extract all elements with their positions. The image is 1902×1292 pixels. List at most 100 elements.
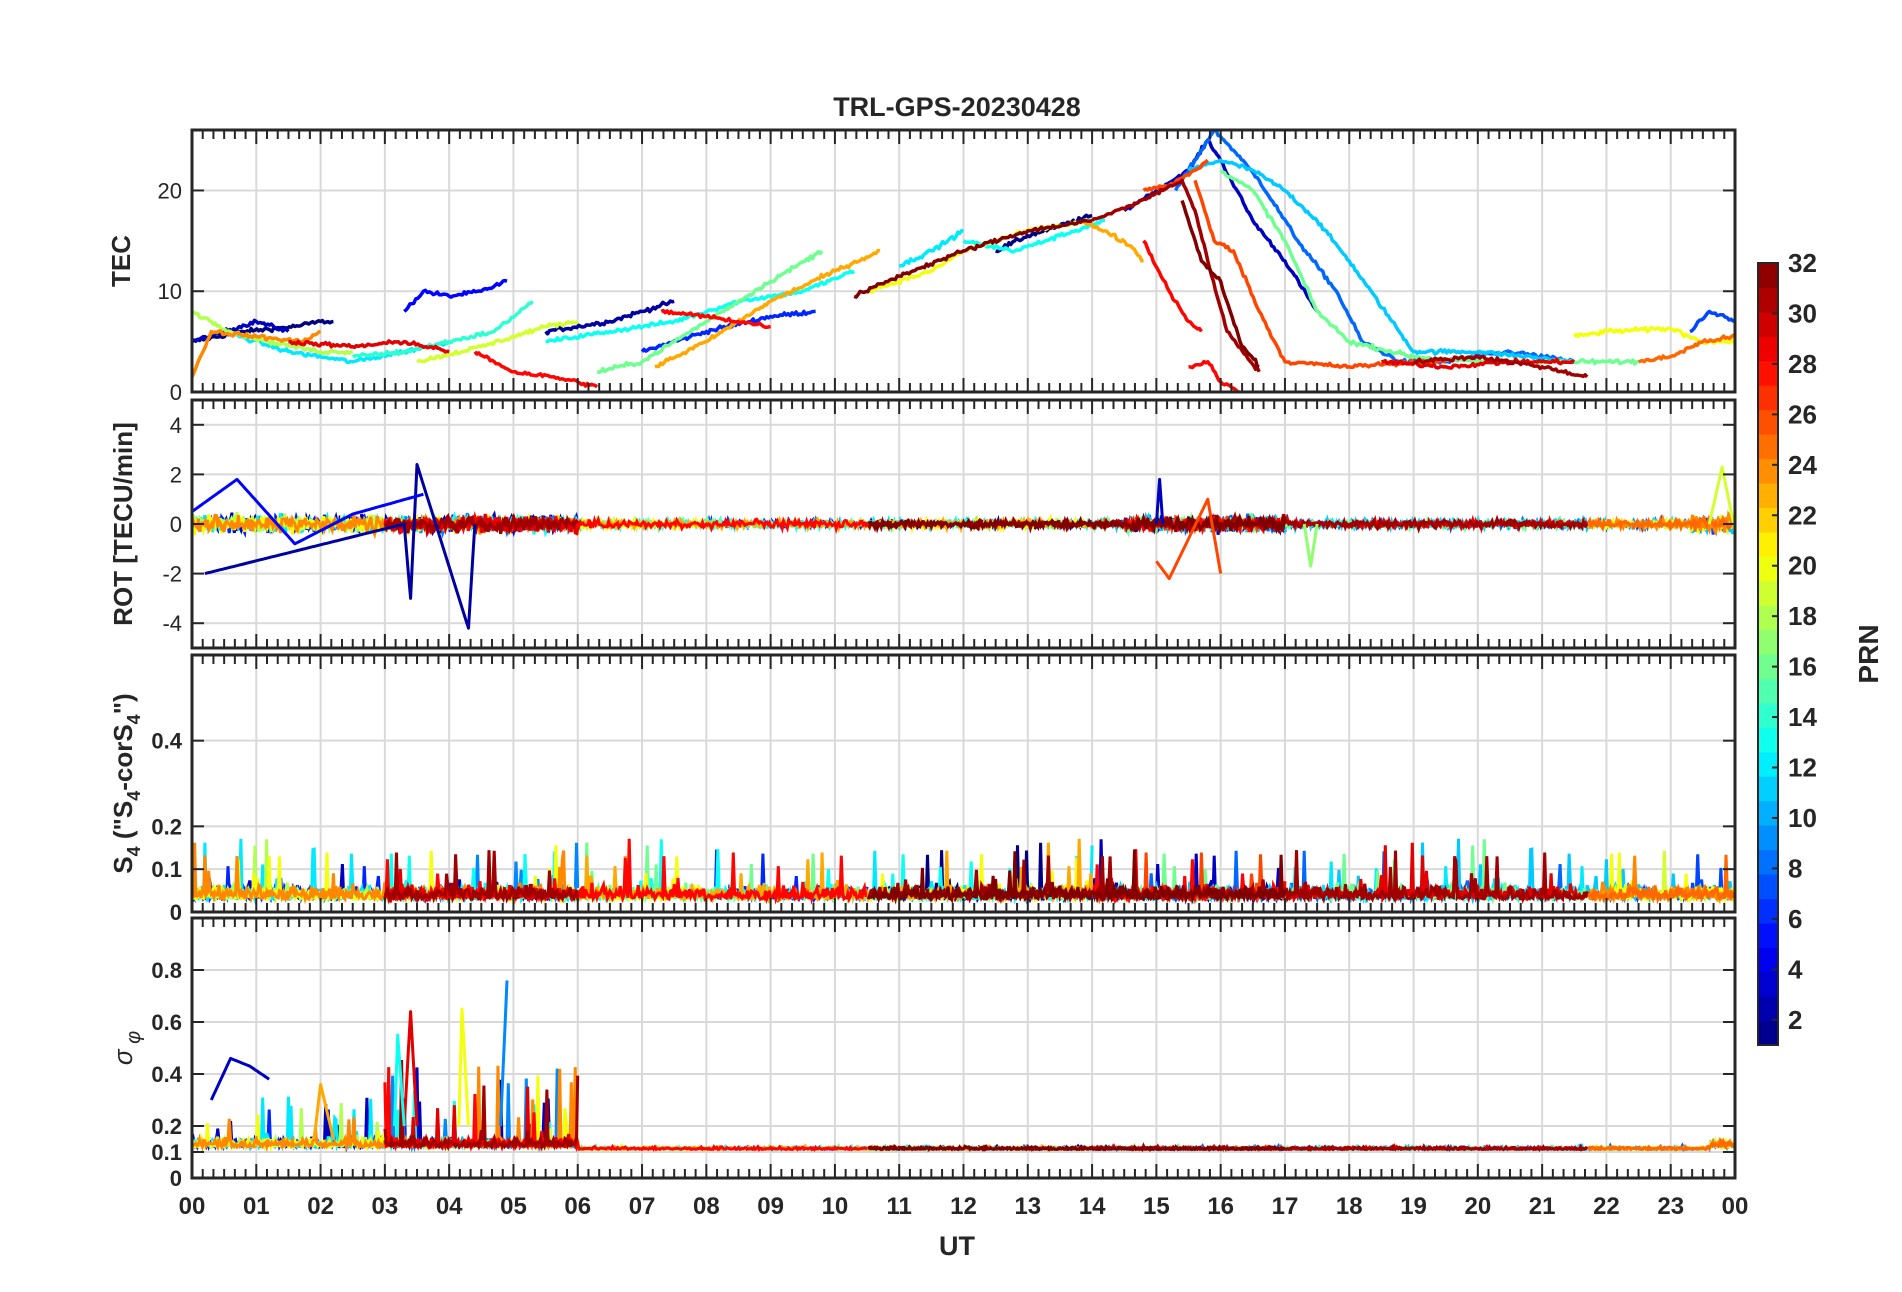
x-tick-label: 23 bbox=[1657, 1193, 1684, 1220]
y-tick-label: 10 bbox=[158, 279, 182, 304]
series-prn-23-line bbox=[312, 1082, 335, 1140]
series-prn-3-line bbox=[209, 1056, 270, 1101]
x-tick-label: 12 bbox=[950, 1193, 977, 1220]
series-prn-13-line bbox=[545, 269, 856, 344]
colorbar-segment bbox=[1758, 800, 1778, 826]
y-tick-label: 0 bbox=[170, 900, 182, 925]
panel-ROT-data bbox=[192, 463, 1735, 630]
colorbar-segment bbox=[1758, 922, 1778, 948]
chart-title: TRL-GPS-20230428 bbox=[833, 92, 1081, 122]
colorbar-segment bbox=[1758, 996, 1778, 1022]
series-prn-25-trace bbox=[1587, 1137, 1735, 1152]
series-prn-5-line bbox=[403, 278, 508, 313]
colorbar-tick-label: 6 bbox=[1788, 904, 1802, 934]
y-tick-label: 0.4 bbox=[151, 729, 182, 754]
series-prn-25-trace bbox=[1586, 854, 1735, 905]
colorbar-segment bbox=[1758, 458, 1778, 484]
series-prn-26-line bbox=[1142, 158, 1209, 192]
colorbar-tick-label: 30 bbox=[1788, 298, 1817, 328]
x-tick-label: 18 bbox=[1336, 1193, 1363, 1220]
colorbar-segment bbox=[1758, 849, 1778, 875]
series-prn-29-line bbox=[402, 1010, 419, 1127]
series-prn-19-line bbox=[416, 320, 579, 364]
y-tick-label: 0.1 bbox=[151, 1140, 182, 1165]
series-prn-14-line bbox=[352, 300, 534, 359]
colorbar-segment bbox=[1758, 654, 1778, 680]
colorbar-segment bbox=[1758, 385, 1778, 411]
x-tick-label: 10 bbox=[822, 1193, 849, 1220]
colorbar-segment bbox=[1758, 482, 1778, 508]
series-prn-13-line bbox=[962, 218, 1106, 254]
colorbar-tick-label: 16 bbox=[1788, 652, 1817, 682]
colorbar-segment bbox=[1758, 556, 1778, 582]
series-prn-32-trace bbox=[867, 512, 1287, 535]
panel-TEC-data bbox=[192, 130, 1735, 392]
colorbar-segment bbox=[1758, 776, 1778, 802]
x-tick-label: 06 bbox=[564, 1193, 591, 1220]
colorbar-tick-label: 18 bbox=[1788, 601, 1817, 631]
x-tick-label: 08 bbox=[693, 1193, 720, 1220]
x-tick-label: 05 bbox=[500, 1193, 527, 1220]
x-tick-label: 14 bbox=[1079, 1193, 1106, 1220]
colorbar-tick-label: 14 bbox=[1788, 702, 1817, 732]
colorbar-segment bbox=[1758, 580, 1778, 606]
colorbar-tick-label: 32 bbox=[1788, 248, 1817, 278]
series-prn-31-line bbox=[1090, 178, 1261, 373]
y-tick-label: 0 bbox=[170, 380, 182, 405]
y-tick-label: 0 bbox=[170, 1166, 182, 1191]
colorbar-tick-label: 24 bbox=[1788, 450, 1817, 480]
series-prn-13-line bbox=[393, 1033, 406, 1127]
series-prn-28-line bbox=[660, 308, 771, 330]
colorbar-segment bbox=[1758, 434, 1778, 460]
x-tick-label: 16 bbox=[1207, 1193, 1234, 1220]
series-prn-11-line bbox=[1187, 158, 1576, 365]
series-prn-1-line bbox=[192, 318, 334, 344]
x-tick-label: 11 bbox=[887, 1193, 912, 1220]
series-prn-18-line bbox=[192, 309, 354, 356]
series-prn-32-trace bbox=[867, 849, 1287, 905]
x-tick-label: 19 bbox=[1400, 1193, 1427, 1220]
series-prn-2-line bbox=[544, 299, 675, 336]
y-tick-label: 0.8 bbox=[151, 958, 182, 983]
panel-sigma_phi-data bbox=[192, 980, 1735, 1153]
series-prn-17-line bbox=[1302, 523, 1319, 568]
series-prn-2-line bbox=[204, 463, 477, 630]
colorbar-segment bbox=[1758, 727, 1778, 753]
series-prn-29-line bbox=[288, 339, 450, 354]
y-tick-label: 0 bbox=[170, 512, 182, 537]
y-tick-label: 20 bbox=[158, 178, 182, 203]
colorbar-tick-label: 10 bbox=[1788, 803, 1817, 833]
series-prn-25-line bbox=[1637, 333, 1735, 364]
series-prn-23-line bbox=[1078, 219, 1144, 263]
series-prn-28-line bbox=[1142, 239, 1203, 333]
colorbar-segment bbox=[1758, 531, 1778, 557]
x-tick-label: 01 bbox=[243, 1193, 270, 1220]
series-prn-23-line bbox=[654, 248, 881, 369]
x-tick-label: 20 bbox=[1464, 1193, 1491, 1220]
colorbar-segment bbox=[1758, 336, 1778, 362]
x-tick-label: 02 bbox=[307, 1193, 334, 1220]
colorbar-segment bbox=[1758, 947, 1778, 973]
x-tick-label: 22 bbox=[1593, 1193, 1620, 1220]
colorbar-tick-label: 28 bbox=[1788, 349, 1817, 379]
series-prn-32-trace bbox=[867, 1143, 1286, 1153]
colorbar-tick-label: 12 bbox=[1788, 753, 1817, 783]
x-tick-label: 13 bbox=[1014, 1193, 1041, 1220]
panel-S4-data bbox=[192, 838, 1735, 905]
colorbar-segment bbox=[1758, 360, 1778, 386]
colorbar-segment bbox=[1758, 263, 1778, 289]
series-prn-7-line bbox=[1689, 309, 1735, 334]
x-tick-label: 07 bbox=[629, 1193, 656, 1220]
x-tick-label: 17 bbox=[1272, 1193, 1299, 1220]
colorbar-segment bbox=[1758, 409, 1778, 435]
x-tick-label: 21 bbox=[1529, 1193, 1556, 1220]
colorbar-segment bbox=[1758, 605, 1778, 631]
panel-sigma_phi: 00.10.20.40.60.8σ φ bbox=[108, 916, 1737, 1191]
y-tick-label: 0.4 bbox=[151, 1062, 182, 1087]
colorbar-frame bbox=[1757, 262, 1779, 1046]
colorbar-segment bbox=[1758, 311, 1778, 337]
series-prn-19-line bbox=[1707, 465, 1735, 532]
series-prn-9-line bbox=[499, 980, 509, 1127]
colorbar-segment bbox=[1758, 751, 1778, 777]
